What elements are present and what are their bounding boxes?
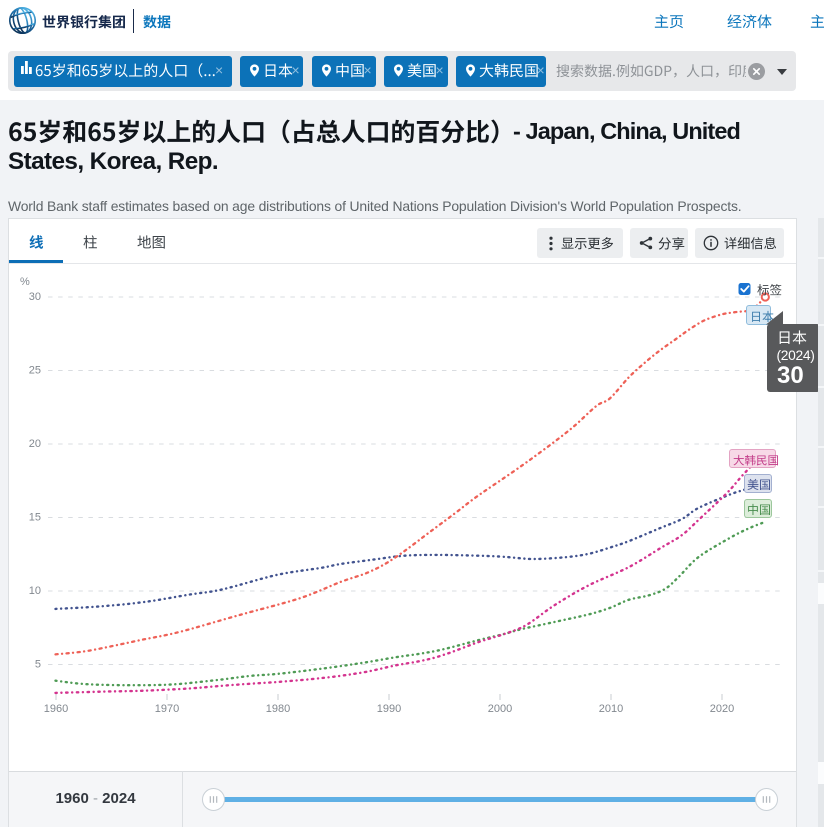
svg-text:2010: 2010 bbox=[599, 703, 623, 715]
svg-text:25: 25 bbox=[29, 365, 41, 377]
svg-text:%: % bbox=[20, 276, 30, 288]
svg-text:1970: 1970 bbox=[155, 703, 179, 715]
svg-text:10: 10 bbox=[29, 585, 41, 597]
svg-text:15: 15 bbox=[29, 512, 41, 524]
svg-text:1990: 1990 bbox=[377, 703, 401, 715]
svg-text:1960: 1960 bbox=[44, 703, 68, 715]
svg-text:20: 20 bbox=[29, 438, 41, 450]
svg-text:2020: 2020 bbox=[710, 703, 734, 715]
svg-text:2000: 2000 bbox=[488, 703, 512, 715]
svg-text:30: 30 bbox=[29, 291, 41, 303]
svg-text:1980: 1980 bbox=[266, 703, 290, 715]
svg-text:5: 5 bbox=[35, 659, 41, 671]
